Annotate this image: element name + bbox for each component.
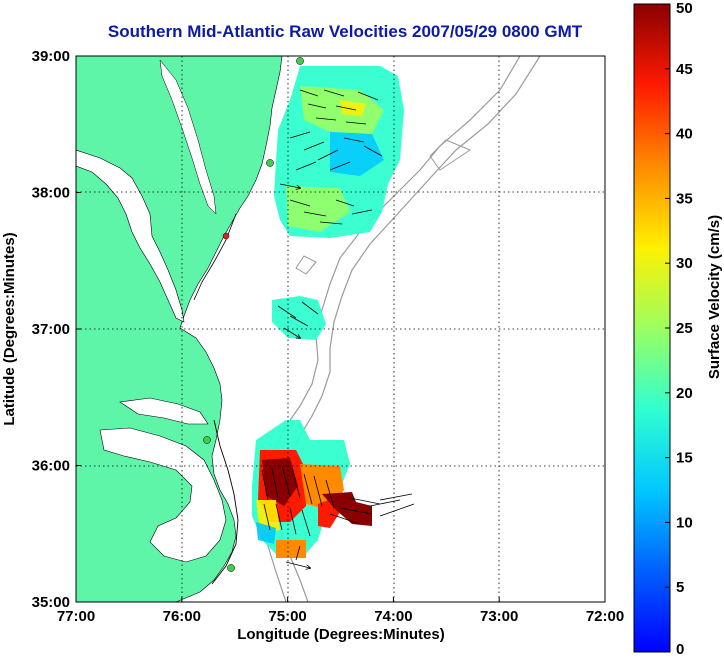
isobath-contour [295, 255, 317, 275]
colorbar-tick-label: 20 [676, 385, 693, 402]
y-tick-label: 38:00 [32, 185, 70, 202]
y-axis-ticks: 39:00 38:00 37:00 36:00 35:00 [32, 48, 81, 611]
y-tick-label: 35:00 [32, 594, 70, 611]
station-marker [222, 232, 230, 240]
x-tick-label: 72:00 [586, 608, 624, 625]
radar-stations [203, 57, 304, 572]
colorbar [633, 3, 671, 653]
station-marker [203, 436, 211, 444]
x-tick-label: 76:00 [163, 608, 201, 625]
map-panel [76, 56, 605, 602]
isobath-contour [429, 139, 472, 171]
y-tick-label: 37:00 [32, 321, 70, 338]
colorbar-tick-label: 40 [676, 126, 693, 143]
colorbar-tick-label: 35 [676, 190, 693, 207]
y-tick-label: 39:00 [32, 48, 70, 65]
albemarle-sound [119, 397, 209, 425]
x-axis-label: Longitude (Degrees:Minutes) [237, 626, 445, 643]
colorbar-tick-label: 45 [676, 61, 693, 78]
station-marker [227, 564, 235, 572]
colorbar-tick-label: 50 [676, 0, 693, 17]
x-tick-label: 77:00 [57, 608, 95, 625]
chesapeake-bay [76, 149, 185, 323]
colorbar-tick-label: 10 [676, 514, 693, 531]
grid-lines [76, 56, 605, 602]
velocity-vectors [261, 89, 415, 568]
velocity-field-south [252, 420, 372, 558]
barrier-island [193, 213, 237, 301]
y-tick-label: 36:00 [32, 458, 70, 475]
colorbar-tick-label: 0 [676, 641, 684, 658]
colorbar-tick-label: 15 [676, 450, 693, 467]
x-tick-label: 74:00 [374, 608, 412, 625]
x-axis-ticks: 77:00 76:00 75:00 74:00 73:00 72:00 [57, 597, 624, 625]
x-tick-label: 75:00 [268, 608, 306, 625]
bay-inlet [159, 59, 217, 215]
station-marker [266, 159, 274, 167]
station-marker [296, 57, 304, 65]
x-tick-label: 73:00 [480, 608, 518, 625]
colorbar-tick-label: 30 [676, 255, 693, 272]
colorbar-tick-label: 25 [676, 320, 693, 337]
y-axis-label: Latitude (Degrees:Minutes) [1, 232, 18, 425]
colorbar-label: Surface Velocity (cm/s) [706, 215, 723, 379]
colorbar-tick-label: 5 [676, 579, 684, 596]
outer-banks [211, 419, 239, 585]
chart-title: Southern Mid-Atlantic Raw Velocities 200… [108, 22, 583, 41]
velocity-field-north [274, 66, 404, 238]
